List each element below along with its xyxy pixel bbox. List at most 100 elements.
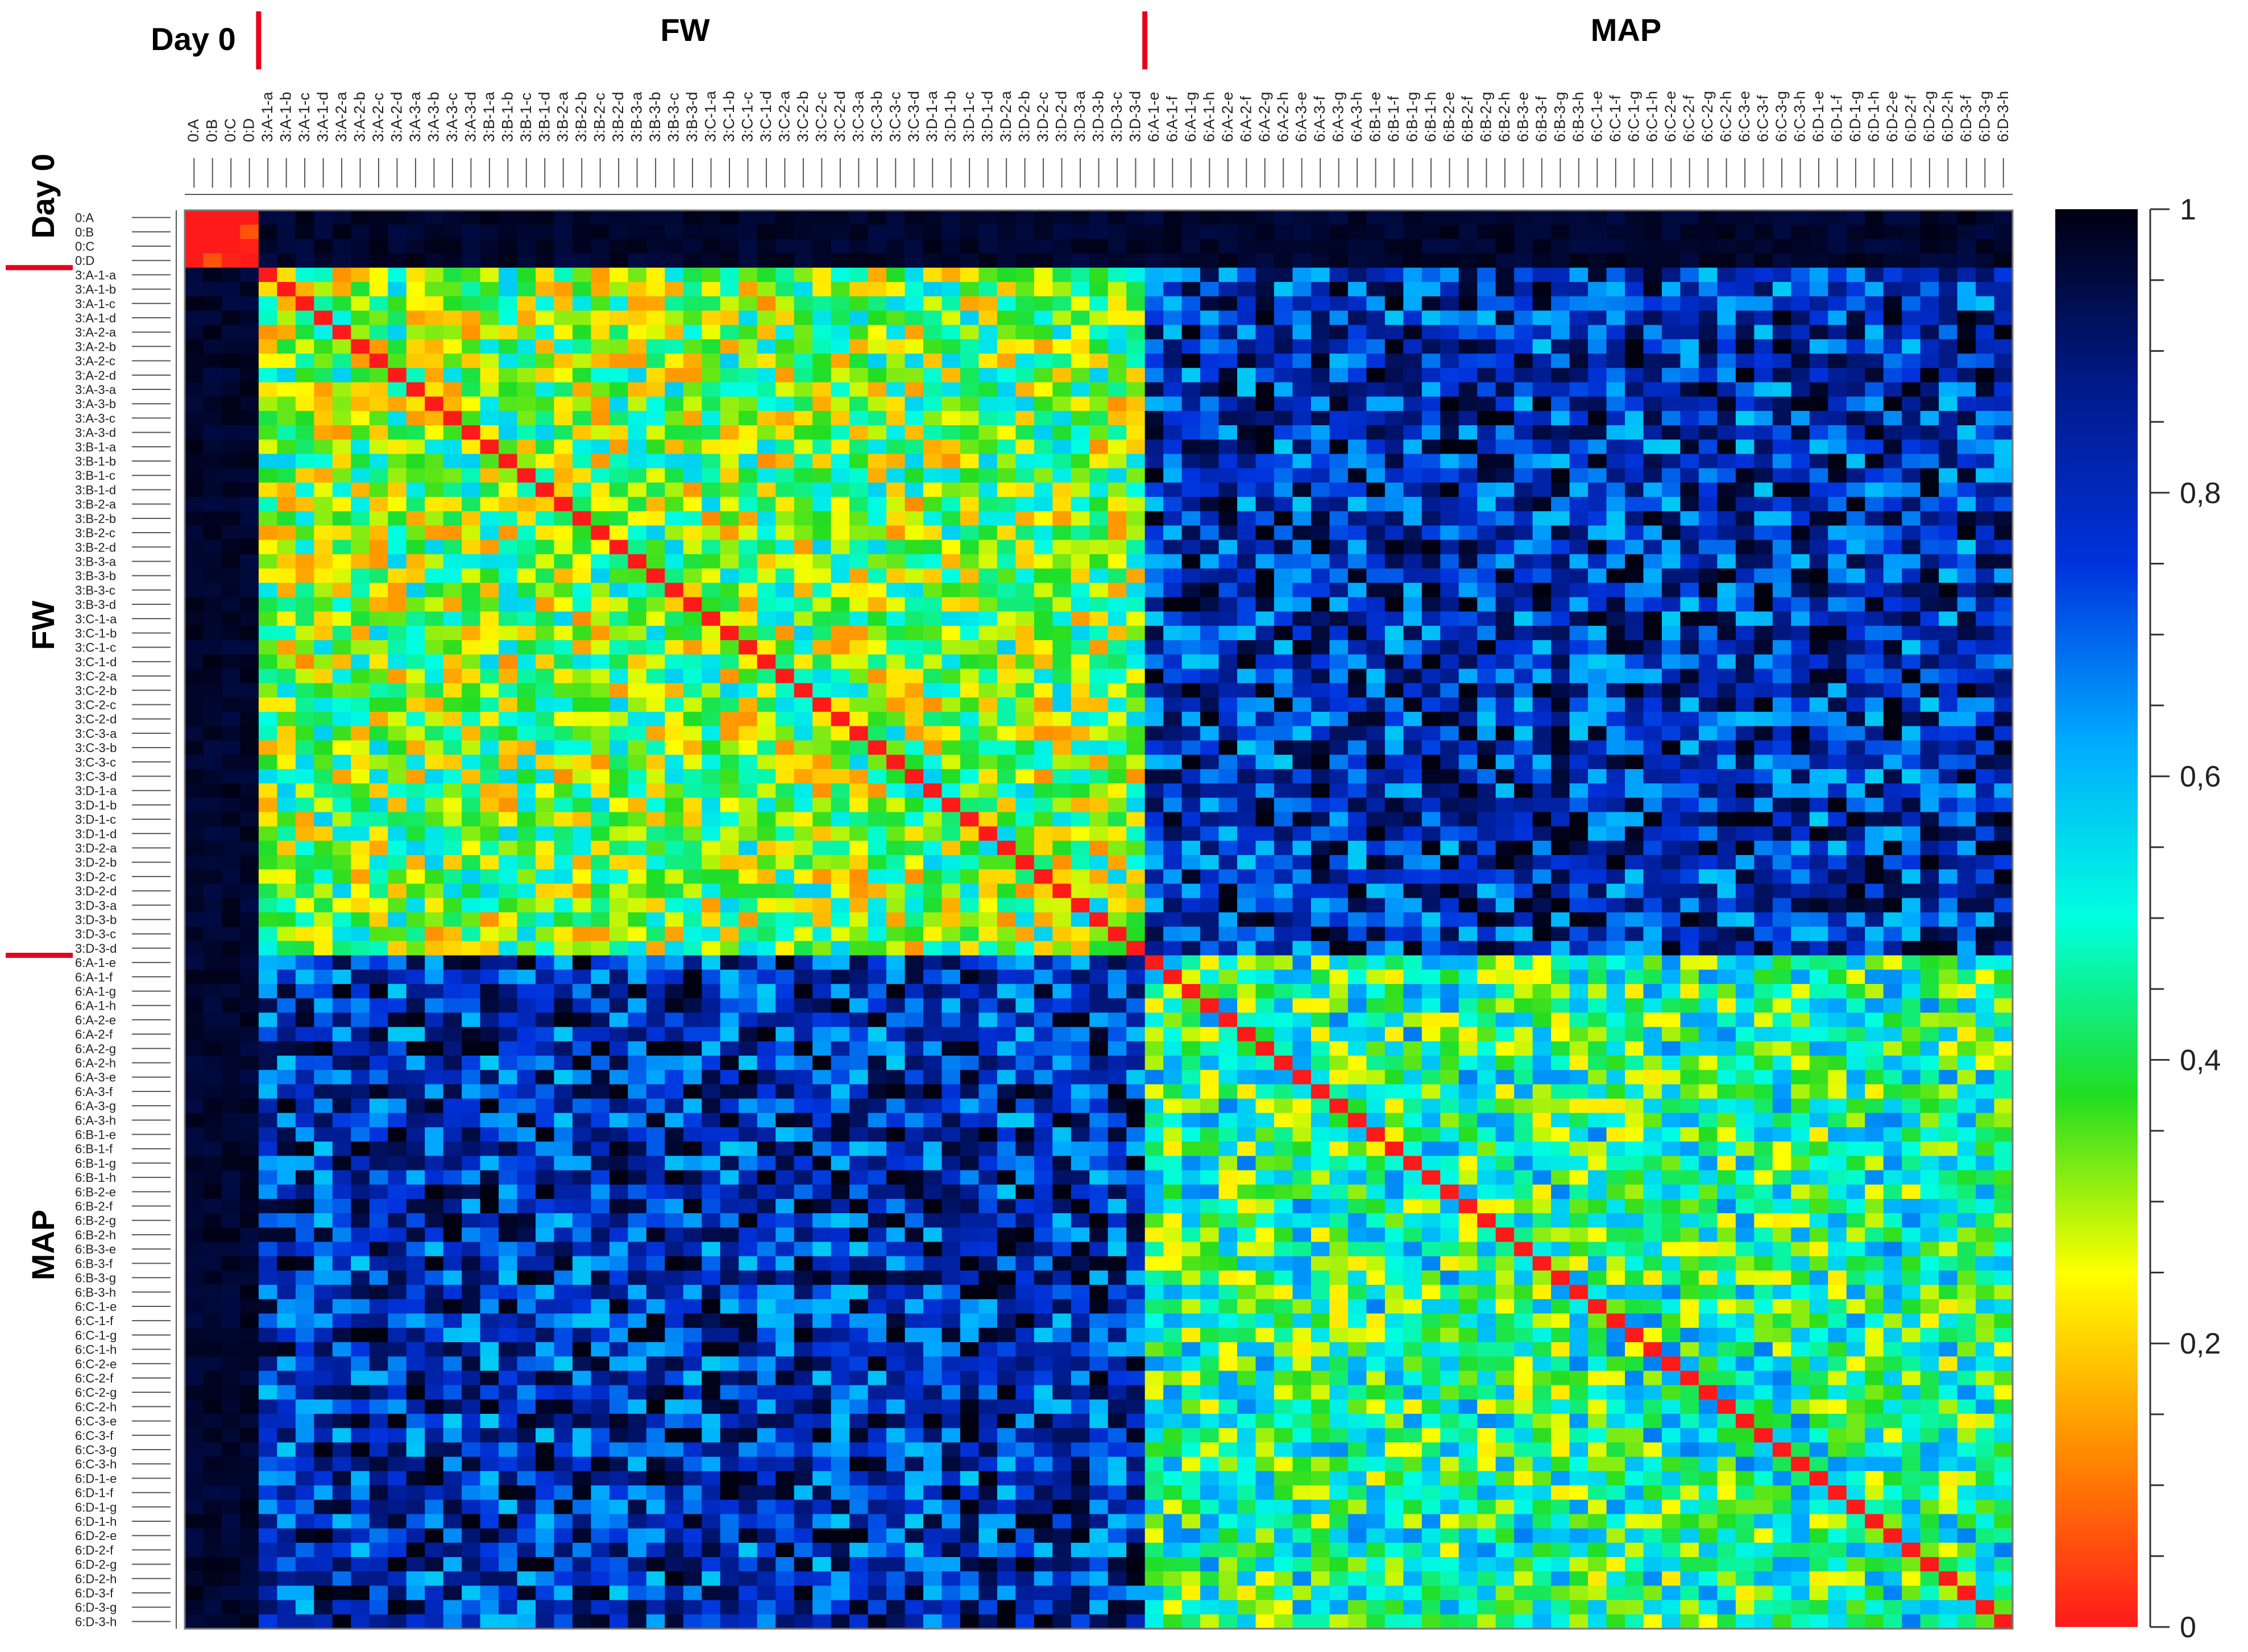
heatmap-cell [1957, 712, 1976, 727]
heatmap-cell [462, 410, 481, 426]
heatmap-cell [886, 539, 906, 555]
heatmap-cell [831, 325, 850, 340]
heatmap-cell [1643, 368, 1662, 383]
heatmap-cell [517, 396, 536, 412]
heatmap-cell [1976, 425, 1995, 440]
heatmap-cell [572, 225, 592, 239]
heatmap-cell [1458, 812, 1478, 827]
heatmap-cell [1772, 611, 1791, 626]
heatmap-cell [462, 740, 481, 756]
heatmap-cell [978, 712, 998, 727]
heatmap-cell [185, 410, 204, 426]
heatmap-cell [1255, 726, 1275, 741]
heatmap-cell [480, 754, 499, 770]
heatmap-cell [1071, 511, 1090, 526]
heatmap-cell [1089, 554, 1109, 569]
heatmap-cell [1551, 597, 1570, 612]
heatmap-cell [1071, 783, 1090, 798]
heatmap-cell [720, 325, 739, 340]
heatmap-cell [628, 282, 647, 297]
heatmap-cell [1052, 740, 1072, 756]
heatmap-cell [1735, 697, 1755, 712]
heatmap-cell [941, 325, 961, 340]
heatmap-cell [1680, 282, 1699, 297]
heatmap-cell [203, 812, 222, 827]
heatmap-cell [351, 840, 370, 856]
heatmap-cell [1643, 769, 1662, 784]
heatmap-cell [1477, 826, 1496, 841]
heatmap-cell [1403, 325, 1422, 340]
heatmap-cell [1034, 611, 1053, 626]
heatmap-cell [1034, 454, 1053, 469]
heatmap-cell [1181, 726, 1201, 741]
heatmap-cell [554, 754, 573, 770]
heatmap-cell [1772, 539, 1791, 555]
heatmap-cell [332, 654, 351, 670]
heatmap-cell [1071, 267, 1090, 283]
heatmap-cell [1754, 239, 1773, 254]
heatmap-cell [794, 354, 813, 368]
heatmap-cell [812, 640, 832, 655]
heatmap-cell [1643, 683, 1662, 698]
heatmap-cell [1274, 568, 1293, 583]
heatmap-cell [1237, 225, 1256, 239]
heatmap-cell [868, 339, 887, 354]
heatmap-cell [702, 712, 721, 727]
heatmap-cell [221, 454, 241, 469]
heatmap-cell [1569, 697, 1588, 712]
row-label: 3:A-3-a [75, 383, 117, 397]
row-label: 6:A-2-f [75, 1027, 113, 1041]
row-label: 3:D-1-a [75, 784, 117, 798]
heatmap-cell [1034, 583, 1053, 598]
heatmap-cell [332, 712, 351, 727]
heatmap-cell [332, 410, 351, 426]
heatmap-cell [1255, 640, 1275, 655]
heatmap-cell [941, 296, 961, 312]
heatmap-cell [905, 511, 924, 526]
heatmap-cell [1310, 554, 1330, 569]
heatmap-cell [665, 525, 684, 541]
heatmap-cell [1588, 826, 1607, 841]
heatmap-cell [554, 296, 573, 312]
heatmap-cell [868, 382, 887, 397]
heatmap-cell [1902, 597, 1921, 612]
heatmap-cell [1181, 683, 1201, 698]
heatmap-cell [1791, 382, 1810, 397]
heatmap-cell [1994, 325, 2013, 340]
heatmap-cell [1440, 410, 1459, 426]
heatmap-cell [628, 225, 647, 239]
heatmap-cell [831, 354, 850, 368]
heatmap-cell [1440, 310, 1459, 326]
heatmap-cell [997, 439, 1016, 455]
heatmap-cell [1034, 683, 1053, 698]
heatmap-cell [1089, 296, 1109, 312]
heatmap-cell [351, 253, 370, 268]
heatmap-cell [941, 554, 961, 569]
heatmap-cell [480, 539, 499, 555]
heatmap-cell [1828, 754, 1847, 770]
heatmap-cell [1477, 855, 1496, 870]
heatmap-cell [1588, 697, 1607, 712]
heatmap-cell [1588, 439, 1607, 455]
heatmap-cell [1310, 597, 1330, 612]
heatmap-cell [1347, 253, 1367, 268]
heatmap-cell [1403, 296, 1422, 312]
heatmap-cell [757, 525, 776, 541]
heatmap-cell [720, 855, 739, 870]
heatmap-cell [1292, 368, 1312, 383]
heatmap-cell [1329, 840, 1349, 856]
heatmap-cell [868, 826, 887, 841]
heatmap-cell [1865, 296, 1884, 312]
heatmap-cell [1495, 239, 1515, 254]
heatmap-cell [591, 683, 610, 698]
heatmap-cell [757, 611, 776, 626]
heatmap-cell [1865, 826, 1884, 841]
heatmap-cell [425, 454, 444, 469]
heatmap-cell [628, 754, 647, 770]
heatmap-cell [1698, 539, 1718, 555]
row-label: 6:A-3-g [75, 1099, 116, 1113]
heatmap-cell [831, 497, 850, 512]
heatmap-cell [739, 625, 758, 641]
heatmap-cell [960, 482, 980, 497]
heatmap-cell [1606, 798, 1625, 813]
